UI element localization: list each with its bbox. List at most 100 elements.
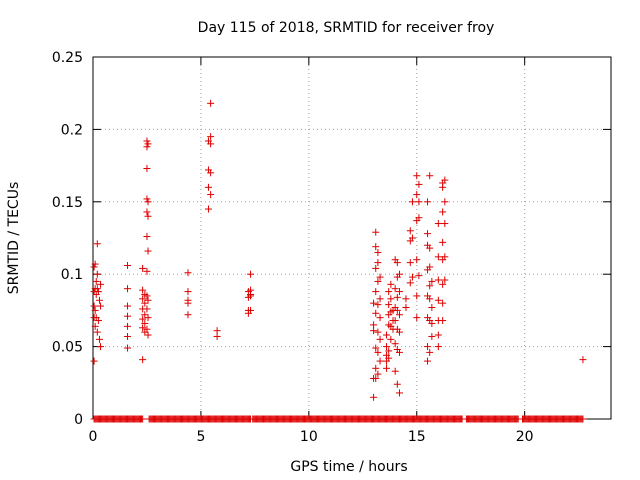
y-tick-label: 0 (74, 412, 83, 428)
axis-ticks: 0 5 10 15 20 0 0.05 0.1 0.15 0.2 0.25 (52, 50, 611, 445)
data-point (441, 176, 449, 184)
data-point (92, 277, 100, 285)
x-axis-label: GPS time / hours (290, 459, 407, 475)
data-point (91, 322, 99, 330)
data-point (383, 343, 391, 351)
data-point (393, 306, 401, 314)
data-point (428, 332, 436, 340)
data-point (91, 260, 99, 268)
data-point (95, 296, 103, 304)
data-point (441, 220, 449, 228)
data-point (439, 317, 447, 325)
data-point (124, 344, 132, 352)
data-point (247, 292, 255, 300)
data-point (124, 262, 132, 270)
y-tick-label: 0.1 (61, 267, 83, 283)
data-point (139, 356, 147, 364)
data-point (90, 302, 98, 310)
data-point (391, 285, 399, 293)
data-point (434, 253, 442, 261)
data-point (143, 143, 151, 151)
data-point (387, 335, 395, 343)
data-point (393, 259, 401, 267)
data-point (374, 301, 382, 309)
data-point (393, 293, 401, 301)
data-point (387, 280, 395, 288)
data-point (376, 273, 384, 281)
data-points (90, 99, 587, 423)
data-point (139, 415, 147, 423)
data-point (408, 234, 416, 242)
data-point (184, 288, 192, 296)
data-point (406, 259, 414, 267)
data-point (247, 270, 255, 278)
chart-title: Day 115 of 2018, SRMTID for receiver fro… (198, 20, 495, 36)
data-point (139, 315, 147, 323)
data-point (376, 357, 384, 365)
data-point (372, 364, 380, 372)
data-point (144, 198, 152, 206)
data-point (402, 304, 410, 312)
data-point (374, 277, 382, 285)
data-point (441, 198, 449, 206)
data-point (93, 270, 101, 278)
data-point (207, 191, 215, 199)
data-point (204, 183, 212, 191)
data-point (387, 295, 395, 303)
data-point (143, 164, 151, 172)
data-point (434, 296, 442, 304)
data-point (374, 328, 382, 336)
data-point (143, 208, 151, 216)
data-point (143, 325, 151, 333)
data-point (139, 264, 147, 272)
data-point (93, 240, 101, 248)
data-point (372, 243, 380, 251)
data-point (393, 380, 401, 388)
data-point (144, 314, 152, 322)
data-point (143, 195, 151, 203)
data-point (439, 280, 447, 288)
data-point (370, 327, 378, 335)
data-point (374, 259, 382, 267)
data-point (402, 295, 410, 303)
data-point (426, 172, 434, 180)
data-point (143, 233, 151, 241)
data-point (213, 332, 221, 340)
data-point (372, 374, 380, 382)
data-point (124, 312, 132, 320)
data-point (124, 322, 132, 330)
data-point (372, 344, 380, 352)
data-point (441, 276, 449, 284)
data-point (434, 331, 442, 339)
data-point (372, 309, 380, 317)
data-point (97, 280, 105, 288)
data-point (415, 198, 423, 206)
data-point (428, 277, 436, 285)
data-point (434, 343, 442, 351)
data-point (376, 295, 384, 303)
y-tick-label: 0.25 (52, 50, 83, 66)
data-point (370, 299, 378, 307)
x-tick-label: 20 (516, 429, 534, 445)
data-point (424, 357, 432, 365)
data-point (395, 348, 403, 356)
data-point (385, 347, 393, 355)
data-point (143, 305, 151, 313)
data-point (91, 306, 99, 314)
data-point (439, 238, 447, 246)
data-point (139, 286, 147, 294)
data-point (391, 340, 399, 348)
data-point (184, 269, 192, 277)
data-point (579, 415, 587, 423)
data-point (144, 247, 152, 255)
data-point (184, 311, 192, 319)
data-point (426, 263, 434, 271)
data-point (376, 335, 384, 343)
data-point (94, 288, 102, 296)
data-point (139, 324, 147, 332)
data-point (424, 230, 432, 238)
data-point (94, 317, 102, 325)
data-point (395, 288, 403, 296)
data-point (434, 220, 442, 228)
